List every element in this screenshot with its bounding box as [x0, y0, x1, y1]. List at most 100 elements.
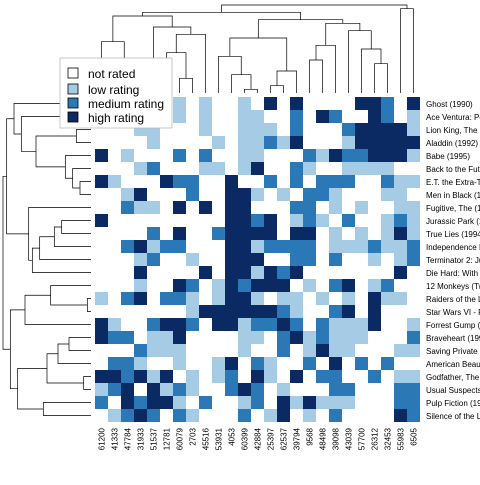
row-dendrogram-branch [86, 298, 91, 312]
column-label: 6505 [410, 427, 419, 445]
column-label: 60399 [241, 427, 250, 450]
heatmap-cell [316, 175, 329, 188]
heatmap-cell [121, 227, 134, 240]
row-label: Independence D [426, 243, 480, 252]
heatmap-cell [290, 266, 303, 279]
heatmap-cell [186, 123, 199, 136]
heatmap-cell [342, 175, 355, 188]
row-label: Lion King, The ( [426, 126, 480, 135]
heatmap-cell [264, 188, 277, 201]
column-label: 25397 [267, 427, 276, 450]
heatmap-cell [303, 214, 316, 227]
heatmap-cell [199, 188, 212, 201]
heatmap-cell [264, 253, 277, 266]
legend-key-not-rated [67, 67, 79, 79]
heatmap-cell [407, 305, 420, 318]
heatmap-cell [303, 188, 316, 201]
heatmap-cell [264, 383, 277, 396]
heatmap-cell [394, 97, 407, 110]
heatmap-cell [251, 305, 264, 318]
column-labels: 61200 41333 47784 31933 51537 12781 60079 2703 4… [98, 427, 419, 450]
heatmap-cell [316, 201, 329, 214]
heatmap-cell [355, 123, 368, 136]
heatmap-cell [134, 149, 147, 162]
heatmap-cell [212, 253, 225, 266]
heatmap-cell [329, 175, 342, 188]
heatmap-cell [199, 149, 212, 162]
heatmap-cell [342, 305, 355, 318]
heatmap-cell [212, 409, 225, 422]
heatmap-cell [290, 162, 303, 175]
heatmap-cell [95, 188, 108, 201]
heatmap-cell [277, 162, 290, 175]
row-label: Terminator 2: Ju [426, 256, 480, 265]
heatmap-cell [134, 201, 147, 214]
heatmap-cell [147, 409, 160, 422]
heatmap-cell [407, 162, 420, 175]
column-dendrogram [101, 4, 414, 93]
heatmap-cell [407, 383, 420, 396]
heatmap-cell [95, 253, 108, 266]
column-label: 41333 [111, 427, 120, 450]
heatmap-cell [199, 253, 212, 266]
heatmap-cell [329, 331, 342, 344]
heatmap-cell [212, 383, 225, 396]
heatmap-cell [134, 214, 147, 227]
heatmap-cell [199, 110, 212, 123]
heatmap-cell [290, 97, 303, 110]
heatmap-cell [303, 227, 316, 240]
column-dendrogram-branch [348, 30, 372, 93]
heatmap-cell [95, 175, 108, 188]
heatmap-cell [134, 175, 147, 188]
heatmap-cell [277, 136, 290, 149]
column-label: 43039 [345, 427, 354, 450]
heatmap-cell [303, 318, 316, 331]
heatmap-cell [342, 292, 355, 305]
heatmap-cell [381, 227, 394, 240]
heatmap-cell [225, 357, 238, 370]
row-dendrogram [2, 103, 91, 416]
heatmap-cell [381, 149, 394, 162]
heatmap-cell [394, 357, 407, 370]
heatmap-cell [290, 253, 303, 266]
heatmap-cell [368, 357, 381, 370]
heatmap-cell [316, 344, 329, 357]
heatmap-cell [394, 318, 407, 331]
heatmap-cell [199, 175, 212, 188]
row-label: Jurassic Park (1 [426, 217, 480, 226]
heatmap-cell [225, 149, 238, 162]
heatmap-cell [329, 188, 342, 201]
heatmap-cell [264, 97, 277, 110]
heatmap-cell [199, 214, 212, 227]
heatmap-cell [303, 344, 316, 357]
row-label: True Lies (1994 [426, 230, 480, 239]
heatmap-cell [277, 292, 290, 305]
heatmap-cell [212, 136, 225, 149]
heatmap-cell [368, 214, 381, 227]
heatmap-cell [407, 227, 420, 240]
heatmap-cell [199, 409, 212, 422]
heatmap-cell [368, 409, 381, 422]
row-dendrogram-branch [72, 168, 91, 189]
heatmap-cell [134, 409, 147, 422]
heatmap-cell [212, 123, 225, 136]
heatmap-cell [316, 396, 329, 409]
heatmap-cell [394, 201, 407, 214]
heatmap-cell [290, 188, 303, 201]
heatmap-cell [251, 266, 264, 279]
heatmap-cell [108, 136, 121, 149]
heatmap-cell [368, 201, 381, 214]
column-dendrogram-branch [175, 33, 206, 93]
heatmap-cell [316, 240, 329, 253]
heatmap-cell [95, 240, 108, 253]
heatmap-cell [251, 97, 264, 110]
heatmap-cell [355, 357, 368, 370]
column-label: 53931 [215, 427, 224, 450]
heatmap-cell [394, 279, 407, 292]
heatmap-cell [147, 136, 160, 149]
heatmap-cell [381, 97, 394, 110]
heatmap-cell [238, 409, 251, 422]
heatmap-cell [212, 214, 225, 227]
heatmap-cell [329, 110, 342, 123]
heatmap-cell [368, 253, 381, 266]
